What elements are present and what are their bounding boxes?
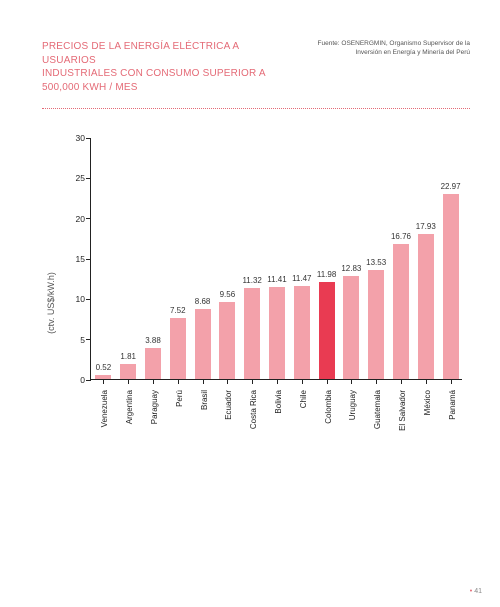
bar — [368, 270, 384, 379]
y-tick — [86, 218, 91, 219]
bar — [219, 302, 235, 379]
bar-value-label: 11.32 — [240, 276, 264, 285]
x-tick — [227, 379, 228, 384]
x-category-label: Brasil — [200, 390, 209, 410]
bar-value-label: 11.98 — [315, 270, 339, 279]
y-tick-label: 5 — [63, 335, 85, 345]
x-tick — [401, 379, 402, 384]
bar-value-label: 1.81 — [116, 352, 140, 361]
x-tick — [327, 379, 328, 384]
y-tick-label: 25 — [63, 173, 85, 183]
bar-value-label: 17.93 — [414, 222, 438, 231]
x-category-label: Ecuador — [224, 390, 233, 420]
x-category-label: El Salvador — [398, 390, 407, 431]
x-tick — [178, 379, 179, 384]
x-category-label: Panamá — [448, 390, 457, 420]
bar — [269, 287, 285, 379]
x-tick — [451, 379, 452, 384]
bar — [319, 282, 335, 379]
y-tick — [86, 138, 91, 139]
x-tick — [351, 379, 352, 384]
y-tick-label: 0 — [63, 375, 85, 385]
bar-value-label: 11.41 — [265, 275, 289, 284]
bar-value-label: 7.52 — [166, 306, 190, 315]
x-tick — [376, 379, 377, 384]
y-axis-label: (ctv. US$/kW.h) — [46, 272, 56, 334]
y-tick — [86, 178, 91, 179]
y-tick — [86, 339, 91, 340]
x-category-label: Argentina — [125, 390, 134, 424]
bar — [244, 288, 260, 379]
bar — [343, 276, 359, 379]
bar-value-label: 16.76 — [389, 232, 413, 241]
x-tick — [128, 379, 129, 384]
bar-value-label: 8.68 — [191, 297, 215, 306]
x-tick — [203, 379, 204, 384]
bar — [120, 364, 136, 379]
y-tick — [86, 259, 91, 260]
x-tick — [277, 379, 278, 384]
bar-value-label: 3.88 — [141, 336, 165, 345]
x-tick — [103, 379, 104, 384]
y-tick-label: 30 — [63, 133, 85, 143]
bar-value-label: 9.56 — [215, 290, 239, 299]
x-category-label: Guatemala — [373, 390, 382, 429]
x-tick — [153, 379, 154, 384]
x-category-label: México — [423, 390, 432, 415]
y-tick — [86, 380, 91, 381]
x-category-label: Costa Rica — [249, 390, 258, 429]
header-rule — [42, 108, 470, 109]
page-number: 41 — [470, 588, 482, 595]
y-tick-label: 10 — [63, 294, 85, 304]
bar-value-label: 11.47 — [290, 274, 314, 283]
x-category-label: Uruguay — [348, 390, 357, 420]
bar — [418, 234, 434, 379]
chart: (ctv. US$/kW.h) 0.521.813.887.528.689.56… — [62, 138, 462, 468]
y-tick-label: 15 — [63, 254, 85, 264]
x-tick — [252, 379, 253, 384]
x-tick — [302, 379, 303, 384]
x-category-label: Paraguay — [150, 390, 159, 424]
x-category-label: Chile — [299, 390, 308, 408]
bar — [393, 244, 409, 379]
bar-value-label: 13.53 — [364, 258, 388, 267]
plot-area: 0.521.813.887.528.689.5611.3211.4111.471… — [90, 138, 462, 380]
x-category-label: Perú — [175, 390, 184, 407]
source-attribution: Fuente: OSENERGMIN, Organismo Supervisor… — [300, 40, 470, 58]
x-category-label: Colombia — [324, 390, 333, 424]
bar — [195, 309, 211, 379]
bars-group: 0.521.813.887.528.689.5611.3211.4111.471… — [91, 138, 462, 379]
chart-title: PRECIOS DE LA ENERGÍA ELÉCTRICA A USUARI… — [42, 40, 276, 94]
bar — [294, 286, 310, 379]
y-tick — [86, 299, 91, 300]
bar — [145, 348, 161, 379]
x-category-label: Venezuela — [100, 390, 109, 427]
page-header: PRECIOS DE LA ENERGÍA ELÉCTRICA A USUARI… — [42, 40, 470, 94]
bar — [170, 318, 186, 379]
y-tick-label: 20 — [63, 214, 85, 224]
x-tick — [426, 379, 427, 384]
bar-value-label: 22.97 — [439, 182, 463, 191]
x-category-label: Bolivia — [274, 390, 283, 414]
bar-value-label: 0.52 — [91, 363, 115, 372]
bar-value-label: 12.83 — [339, 264, 363, 273]
bar — [443, 194, 459, 379]
